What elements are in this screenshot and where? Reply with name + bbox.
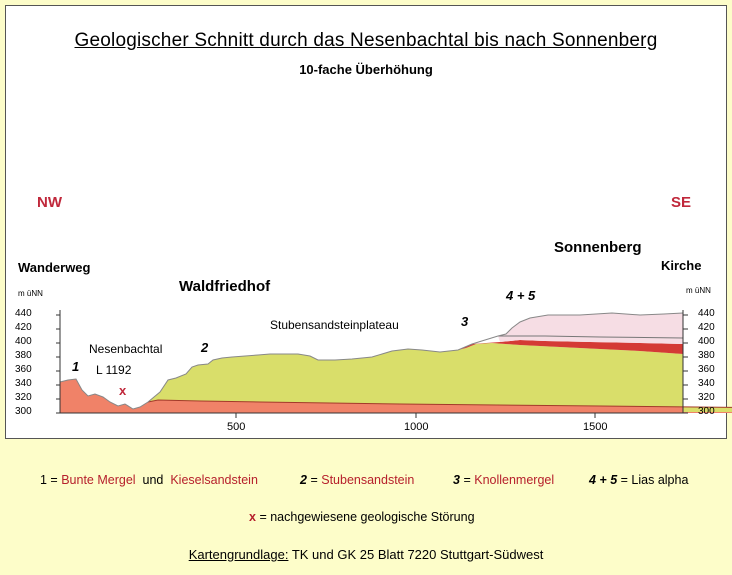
legend-fault-text: = nachgewiesene geologische Störung	[259, 510, 475, 524]
y-tick-label: 420	[698, 322, 715, 333]
y-tick-label: 340	[698, 378, 715, 389]
y-tick-label: 320	[15, 392, 32, 403]
legend-fault-x: x	[249, 510, 256, 524]
layer-4-5-lias-alpha	[498, 313, 683, 344]
label-waldfriedhof: Waldfriedhof	[179, 278, 271, 295]
x-tick-label: 1500	[583, 421, 608, 433]
page-title: Geologischer Schnitt durch das Nesenbach…	[74, 30, 658, 51]
legend-4-5-number: 4 + 5	[589, 473, 618, 487]
direction-nw: NW	[37, 194, 62, 211]
y-tick-label: 400	[15, 336, 32, 347]
boundary-line-1-2	[147, 399, 732, 408]
y-tick-label: 300	[698, 406, 715, 417]
legend-item-3: 3 = Knollenmergel	[453, 473, 554, 487]
legend-2-equals: =	[310, 473, 318, 487]
bottom-axis-ticks	[235, 413, 596, 418]
boundary-line-lias	[498, 335, 684, 339]
label-road-l1192: L 1192	[96, 363, 132, 377]
legend-3-equals: =	[463, 473, 471, 487]
unit-label-left: m üNN	[18, 289, 43, 298]
marker-layer-3: 3	[461, 314, 469, 329]
y-tick-label: 440	[15, 308, 32, 319]
marker-layer-4-5: 4 + 5	[506, 288, 536, 303]
legend-4-5-lias-alpha: = Lias alpha	[620, 473, 689, 487]
label-nesenbachtal: Nesenbachtal	[89, 342, 163, 356]
marker-layer-2: 2	[201, 340, 209, 355]
legend-2-stubensandstein: Stubensandstein	[321, 473, 415, 487]
source-label: Kartengrundlage:	[188, 547, 289, 562]
legend-1-kieselsandstein: Kieselsandstein	[170, 473, 258, 487]
y-tick-label: 340	[15, 378, 32, 389]
y-tick-label: 320	[698, 392, 715, 403]
legend-2-number: 2	[300, 473, 307, 487]
y-tick-label: 420	[15, 322, 32, 333]
legend-1-number: 1 =	[40, 473, 58, 487]
page-subtitle: 10-fache Überhöhung	[299, 62, 433, 77]
legend-item-2: 2 = Stubensandstein	[300, 473, 414, 487]
layer-1-bunte-mergel	[60, 379, 732, 413]
legend-fault: x = nachgewiesene geologische Störung	[249, 510, 475, 524]
marker-layer-1: 1	[72, 359, 80, 374]
source-text: TK und GK 25 Blatt 7220 Stuttgart-Südwes…	[291, 547, 544, 562]
right-axis-ticks	[683, 314, 688, 414]
y-tick-label: 400	[698, 336, 715, 347]
marker-fault-x: x	[119, 383, 127, 398]
unit-label-right: m üNN	[686, 286, 711, 295]
legend-item-4-5: 4 + 5 = Lias alpha	[589, 473, 688, 487]
y-tick-label: 380	[698, 350, 715, 361]
x-tick-label: 500	[227, 421, 246, 433]
left-axis-ticks	[56, 314, 60, 414]
y-tick-label: 360	[15, 364, 32, 375]
legend-3-number: 3	[453, 473, 460, 487]
legend-3-knollenmergel: Knollenmergel	[474, 473, 555, 487]
legend-1-bunte-mergel: Bunte Mergel	[61, 473, 136, 487]
y-tick-label: 300	[15, 406, 32, 417]
legend-item-1: 1 = Bunte Mergel und Kieselsandstein	[40, 473, 258, 487]
y-tick-label: 360	[698, 364, 715, 375]
direction-se: SE	[671, 194, 692, 211]
x-tick-label: 1000	[404, 421, 429, 433]
label-plateau: Stubensandsteinplateau	[270, 318, 399, 332]
y-tick-label: 440	[698, 308, 715, 319]
label-kirche: Kirche	[661, 258, 702, 273]
layer-2-stubensandstein	[148, 343, 732, 412]
y-tick-label: 380	[15, 350, 32, 361]
map-source: Kartengrundlage: TK und GK 25 Blatt 7220…	[0, 547, 732, 562]
label-wanderweg: Wanderweg	[18, 260, 91, 275]
label-sonnenberg: Sonnenberg	[554, 239, 642, 256]
legend-1-and: und	[142, 473, 164, 487]
layer-3-knollenmergel	[458, 340, 683, 354]
terrain-surface-line	[59, 312, 684, 410]
